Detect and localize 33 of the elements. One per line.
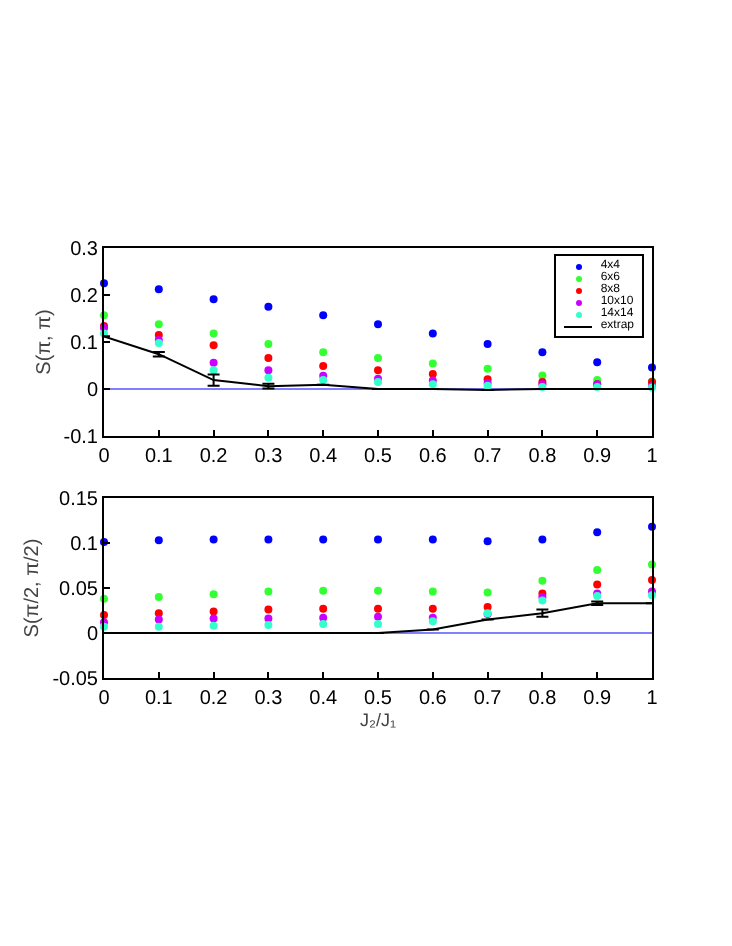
x-tick-label: 0.4 — [309, 688, 338, 710]
x-tick-label: 0.7 — [473, 688, 503, 710]
x-tick-label: 1 — [646, 688, 659, 710]
x-tick-label: 0.5 — [364, 446, 393, 468]
y-tick-label: 0.2 — [70, 286, 99, 308]
x-tick-label: 0.5 — [364, 688, 393, 710]
y-tick-label: -0.05 — [52, 669, 99, 691]
x-tick-label: 0.8 — [528, 688, 558, 710]
x-tick-label: 0.9 — [583, 446, 612, 468]
x-tick-label: 0.4 — [309, 446, 338, 468]
y-tick-label: -0.1 — [63, 427, 99, 449]
x-tick-label: 0.6 — [418, 688, 448, 710]
y-tick-label: 0.3 — [70, 239, 99, 261]
x-tick-label: 0.3 — [254, 688, 284, 710]
y-tick-label: 0 — [86, 624, 99, 646]
x-tick-label: 0.1 — [144, 446, 174, 468]
x-tick-label: 0.2 — [199, 446, 229, 468]
x-tick-label: 0.8 — [528, 446, 558, 468]
x-tick-label: 0.7 — [473, 446, 503, 468]
x-tick-label: 0.6 — [418, 446, 448, 468]
y-tick-label: 0.15 — [59, 489, 99, 511]
y-tick-label: 0.1 — [70, 333, 99, 355]
y-axis-title: S(π/2, π/2) — [22, 538, 45, 638]
y-tick-label: 0.05 — [59, 579, 99, 601]
y-tick-label: 0.1 — [70, 534, 99, 556]
x-tick-label: 0.1 — [144, 688, 174, 710]
x-tick-label: 0.9 — [583, 688, 612, 710]
x-axis-title: J₂/J₁ — [359, 710, 397, 730]
x-tick-label: 0.2 — [199, 688, 229, 710]
y-tick-label: 0 — [86, 380, 99, 402]
y-axis-title: S(π, π) — [33, 309, 56, 375]
x-tick-label: 1 — [646, 446, 659, 468]
x-tick-label: 0.3 — [254, 446, 284, 468]
